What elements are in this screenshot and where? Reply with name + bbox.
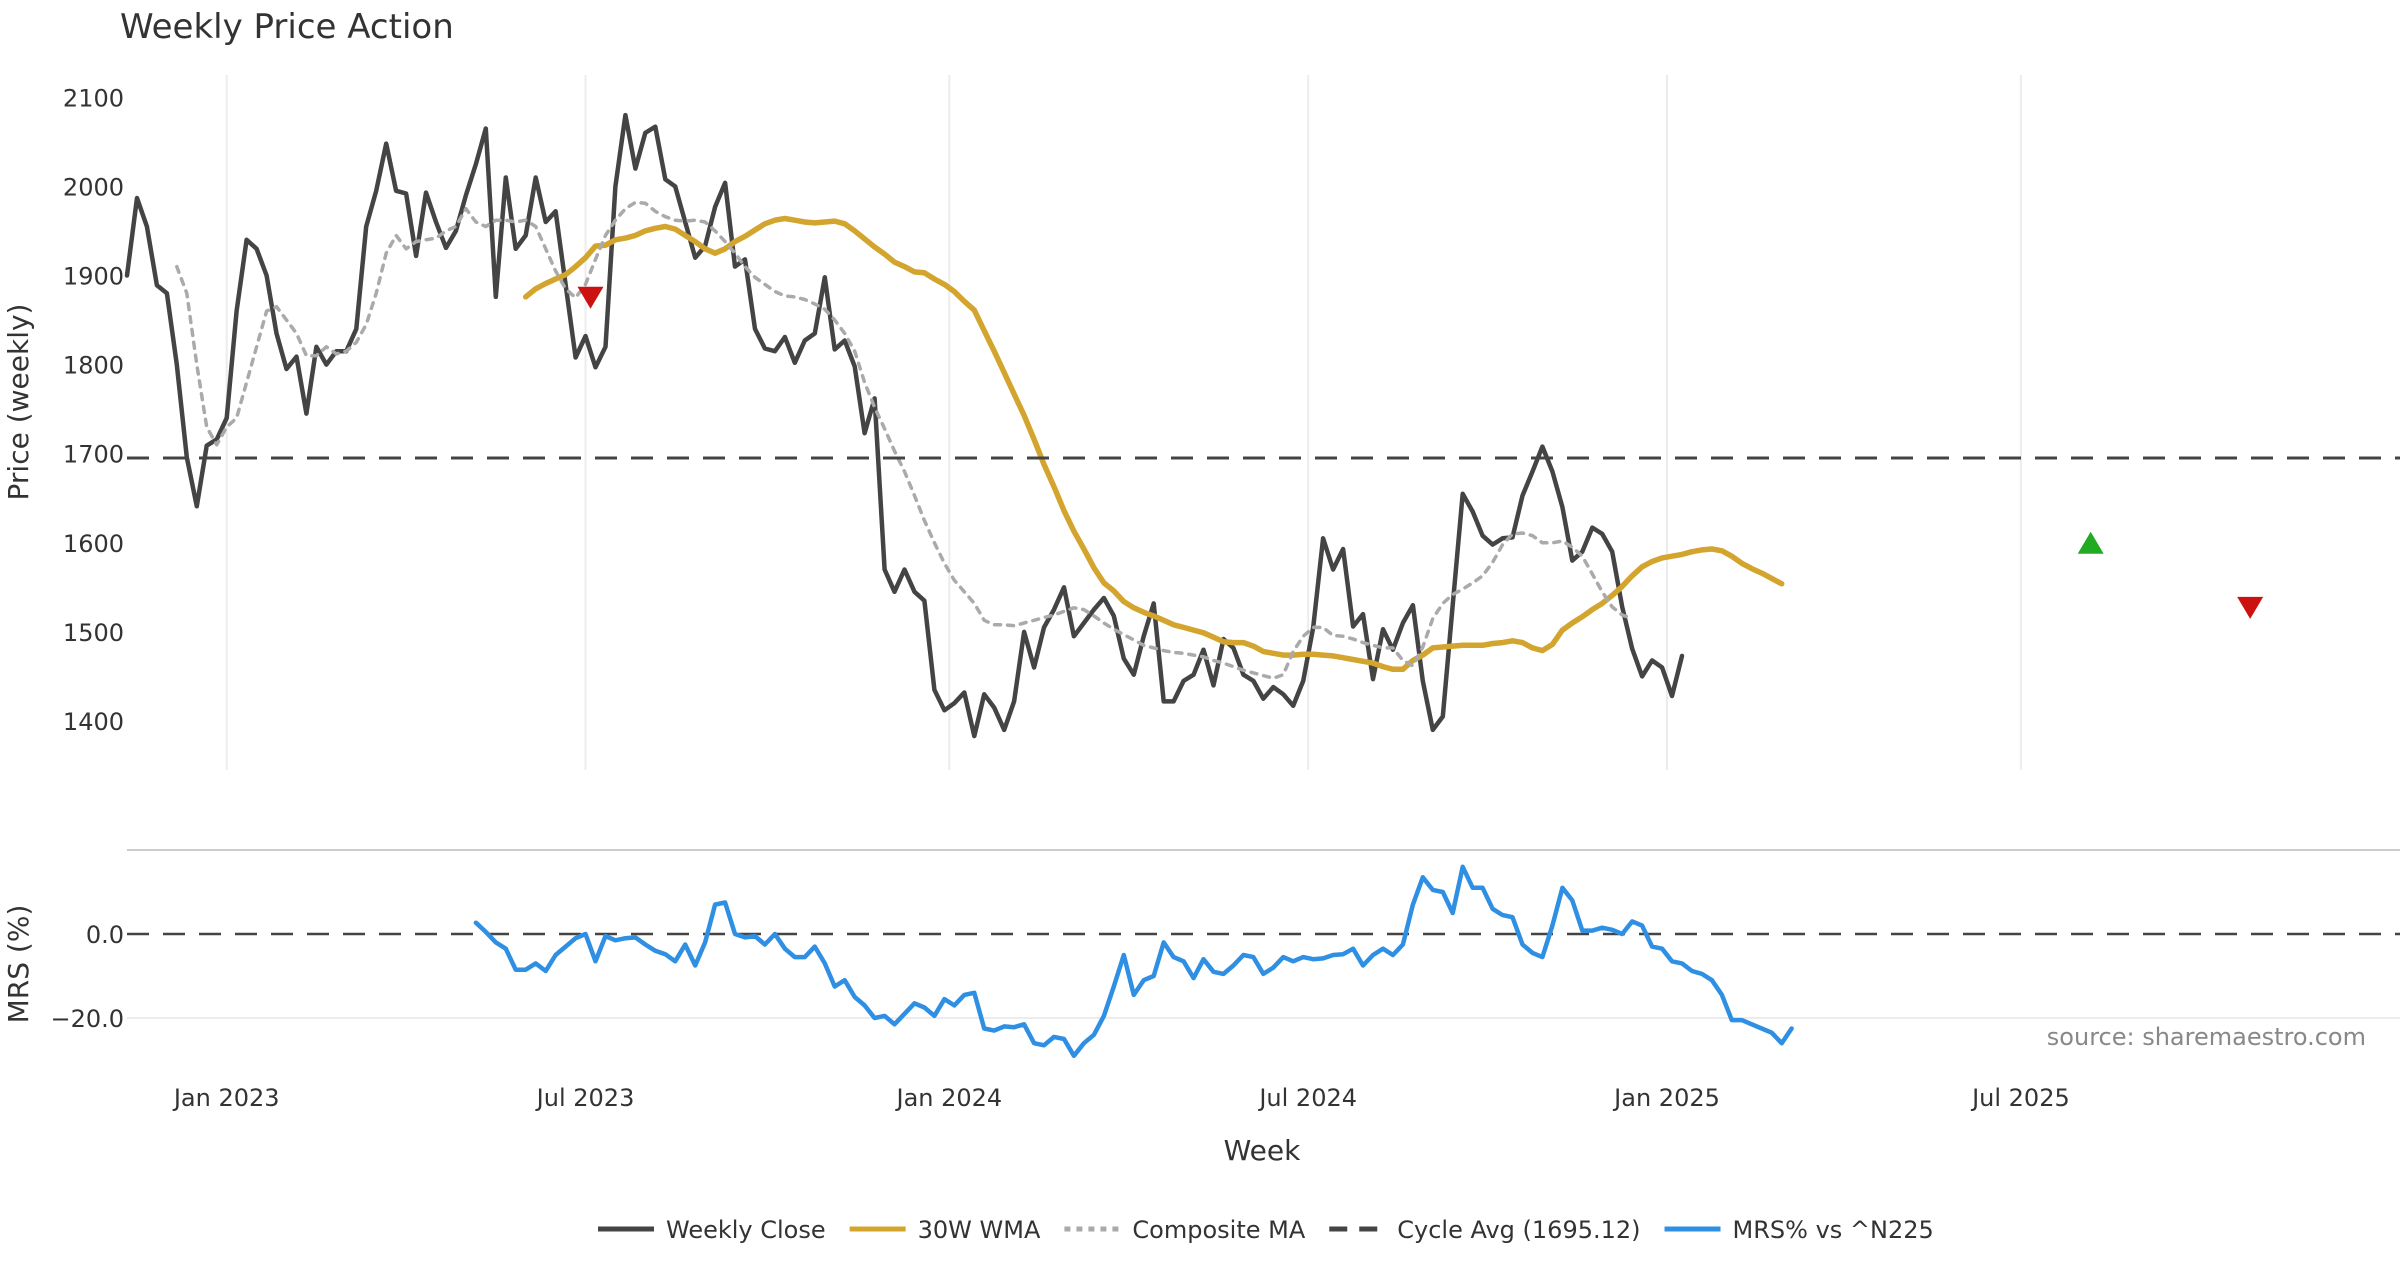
source-note: source: sharemaestro.com bbox=[2047, 1023, 2366, 1051]
mrs-vs-n225-line bbox=[473, 864, 1794, 1059]
x-tick-label: Jul 2025 bbox=[1970, 1084, 2070, 1112]
legend-label: Cycle Avg (1695.12) bbox=[1397, 1216, 1640, 1244]
sell-signal-marker bbox=[2237, 596, 2264, 619]
mrs-y-tick-label: 0.0 bbox=[86, 921, 124, 949]
price-y-tick-label: 1900 bbox=[63, 262, 124, 290]
30w-wma-line bbox=[522, 215, 1785, 673]
price-y-tick-label: 1700 bbox=[63, 441, 124, 469]
legend-item: Cycle Avg (1695.12) bbox=[1329, 1216, 1641, 1244]
price-y-tick-label: 2100 bbox=[63, 84, 124, 112]
legend: Weekly Close 30W WMA Composite MA Cycle Avg… bbox=[598, 1216, 1934, 1244]
price-y-tick-label: 1600 bbox=[63, 530, 124, 558]
series-layer bbox=[124, 112, 2400, 1059]
x-axis-label: Week bbox=[1224, 1134, 1301, 1167]
x-tick-label: Jan 2024 bbox=[894, 1084, 1002, 1112]
legend-item: MRS% vs ^N225 bbox=[1664, 1216, 1934, 1244]
weekly-close-line bbox=[124, 112, 1685, 739]
legend-label: MRS% vs ^N225 bbox=[1733, 1216, 1934, 1244]
legend-label: 30W WMA bbox=[918, 1216, 1041, 1244]
mrs-y-axis-label: MRS (%) bbox=[2, 905, 35, 1024]
composite-ma-line bbox=[175, 200, 1634, 680]
grid-layer bbox=[127, 75, 2400, 1019]
legend-item: Composite MA bbox=[1064, 1216, 1306, 1244]
price-y-tick-label: 1400 bbox=[63, 708, 124, 736]
price-y-axis-label: Price (weekly) bbox=[2, 304, 35, 501]
marker-layer bbox=[577, 286, 2264, 619]
legend-item: Weekly Close bbox=[598, 1216, 826, 1244]
sell-signal-marker bbox=[577, 286, 604, 309]
mrs-y-tick-label: −20.0 bbox=[50, 1005, 124, 1033]
x-tick-label: Jul 2023 bbox=[535, 1084, 635, 1112]
price-y-tick-label: 1500 bbox=[63, 619, 124, 647]
legend-label: Composite MA bbox=[1132, 1216, 1305, 1244]
legend-label: Weekly Close bbox=[666, 1216, 826, 1244]
axis-layer: Jan 2023 Jul 2023 Jan 2024 Jul 2024 Jan 2025… bbox=[50, 84, 2069, 1112]
x-tick-label: Jan 2023 bbox=[172, 1084, 280, 1112]
legend-item: 30W WMA bbox=[849, 1216, 1041, 1244]
buy-signal-marker bbox=[2077, 531, 2104, 554]
chart-title: Weekly Price Action bbox=[120, 7, 454, 47]
x-tick-label: Jan 2025 bbox=[1612, 1084, 1720, 1112]
x-tick-label: Jul 2024 bbox=[1257, 1084, 1357, 1112]
price-y-tick-label: 1800 bbox=[63, 352, 124, 380]
price-y-tick-label: 2000 bbox=[63, 173, 124, 201]
